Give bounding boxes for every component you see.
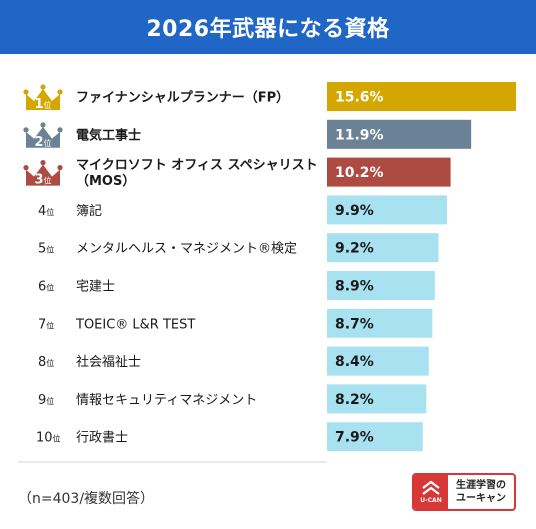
rank-label-1: 1位 (34, 97, 51, 112)
crown-icon-1 (26, 89, 60, 110)
category-label-3-line-1: マイクロソフト オフィス スペシャリスト (76, 158, 318, 173)
value-label-1: 15.6% (335, 90, 384, 106)
category-label-9: 情報セキュリティマネジメント (76, 393, 257, 408)
crown-jewel-left-3 (23, 165, 29, 171)
ucan-chevron-icon (422, 480, 440, 495)
value-label-7: 8.7% (335, 316, 374, 332)
bar-8 (327, 346, 429, 376)
crown-jewel-mid-1 (40, 84, 46, 90)
category-label-7: TOEIC® L&R TEST (75, 317, 195, 332)
crown-jewel-right-3 (57, 165, 63, 171)
value-label-2: 11.9% (335, 127, 384, 143)
crown-jewel-mid-2 (40, 122, 46, 128)
bar-4 (327, 195, 447, 225)
crown-jewel-left-1 (23, 89, 29, 95)
crown-icon-3 (26, 164, 60, 186)
rank-label-2: 2位 (34, 135, 51, 150)
category-label-3-line-2: （MOS） (76, 173, 135, 189)
bar-9 (327, 384, 427, 414)
rank-label-8: 8位 (38, 355, 54, 370)
rank-label-5: 5位 (38, 242, 54, 257)
category-label-2: 電気工事士 (76, 127, 141, 143)
bar-1 (327, 82, 516, 111)
category-label-10: 行政書士 (76, 431, 128, 446)
value-label-9: 8.2% (335, 392, 374, 408)
category-label-6: 宅建士 (76, 280, 115, 295)
value-label-3: 10.2% (335, 165, 384, 181)
ucan-mark-text: U-CAN (420, 497, 442, 504)
bar-10 (327, 422, 423, 452)
category-label-8: 社会福祉士 (76, 354, 141, 370)
value-label-6: 8.9% (335, 279, 374, 295)
rank-label-10: 10位 (36, 431, 61, 446)
chart-header: 2026年武器になる資格 (0, 0, 536, 54)
logo-line-1: 生涯学習の (456, 480, 506, 491)
value-label-10: 7.9% (335, 430, 374, 446)
rank-label-6: 6位 (38, 280, 54, 295)
bar-5 (327, 233, 439, 263)
crown-icon-2 (26, 126, 60, 148)
chart-title: 2026年武器になる資格 (146, 17, 390, 42)
value-label-5: 9.2% (335, 241, 374, 257)
rank-label-4: 4位 (38, 204, 54, 219)
category-label-4: 簿記 (76, 203, 102, 219)
bar-6 (327, 271, 435, 300)
bar-3 (327, 157, 451, 187)
crown-jewel-mid-3 (40, 160, 46, 166)
category-label-5: メンタルヘルス・マネジメント®検定 (76, 242, 297, 257)
bar-2 (327, 119, 472, 149)
rank-label-9: 9位 (38, 393, 54, 408)
crown-jewel-left-2 (23, 127, 29, 133)
crown-jewel-right-2 (57, 127, 63, 133)
crown-jewel-right-1 (57, 89, 63, 95)
value-label-8: 8.4% (335, 354, 374, 370)
value-label-4: 9.9% (335, 203, 374, 219)
rank-label-7: 7位 (38, 317, 54, 332)
category-label-1: ファイナンシャルプランナー（FP） (76, 90, 289, 106)
ucan-logo: U-CAN 生涯学習の ユーキャン (412, 473, 516, 511)
ucan-mark: U-CAN (414, 475, 448, 509)
logo-line-2: ユーキャン (456, 493, 506, 504)
rank-label-3: 3位 (34, 173, 51, 188)
sample-size-note: （n=403/複数回答） (18, 491, 155, 507)
bar-7 (327, 308, 433, 338)
